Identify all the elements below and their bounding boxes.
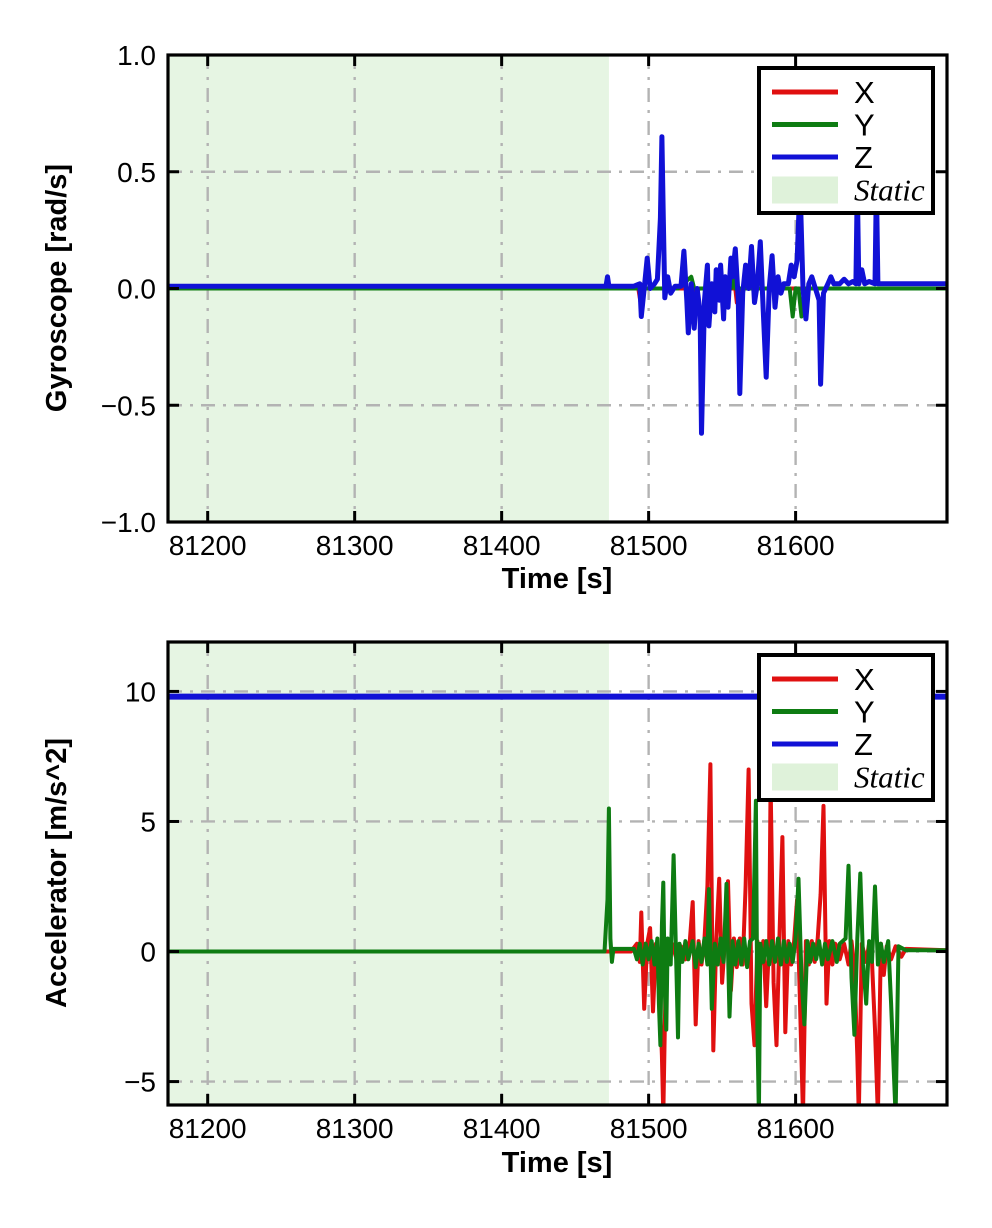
tick-marks [168,642,947,1105]
legend-sample-static-patch [772,176,838,204]
tick-marks [168,53,947,524]
legend-label-x: X [854,75,875,110]
x-tick-label: 81300 [316,530,394,561]
legend-sample-static-patch [772,763,838,791]
y-tick-label: −5 [124,1067,156,1098]
y-tick-label: 0.0 [117,274,156,305]
series-y-accelerator [168,798,947,1105]
x-tick-label: 81400 [463,1113,541,1144]
y-tick-label: 10 [125,676,156,707]
x-tick-label: 81400 [463,530,541,561]
legend-label-x: X [854,662,875,697]
legend-label-y: Y [854,695,875,730]
x-tick-label: 81500 [610,530,688,561]
legend-label-static: Static [854,760,925,795]
legend-label-static: Static [854,173,925,208]
x-tick-label: 81500 [610,1113,688,1144]
y-tick-label: 0.5 [117,157,156,188]
gyroscope-chart: 81200 81300 81400 81500 81600 1.0 0.5 0.0 −0.5 −1… [101,40,949,561]
x-tick-label: 81300 [316,1113,394,1144]
accelerator-ylabel: Accelerator [m/s^2] [41,738,73,1008]
series-z-gyroscope [168,134,947,436]
axes-frame [166,640,949,1107]
static-region [168,642,609,1105]
x-tick-label: 81600 [757,530,835,561]
x-tick-label: 81600 [757,1113,835,1144]
legend-label-z: Z [854,727,873,762]
y-tick-label: −1.0 [101,507,156,538]
x-tick-label: 81200 [169,530,247,561]
y-tick-label: −0.5 [101,390,156,421]
gyroscope-ylabel: Gyroscope [rad/s] [41,164,73,412]
x-tick-label: 81200 [169,1113,247,1144]
y-tick-label: 1.0 [117,40,156,71]
y-tick-label: 5 [140,806,156,837]
legend-label-y: Y [854,108,875,143]
legend-label-z: Z [854,140,873,175]
y-tick-label: 0 [140,937,156,968]
gyroscope-xlabel: Time [s] [502,563,613,595]
accelerator-xlabel: Time [s] [502,1147,613,1179]
